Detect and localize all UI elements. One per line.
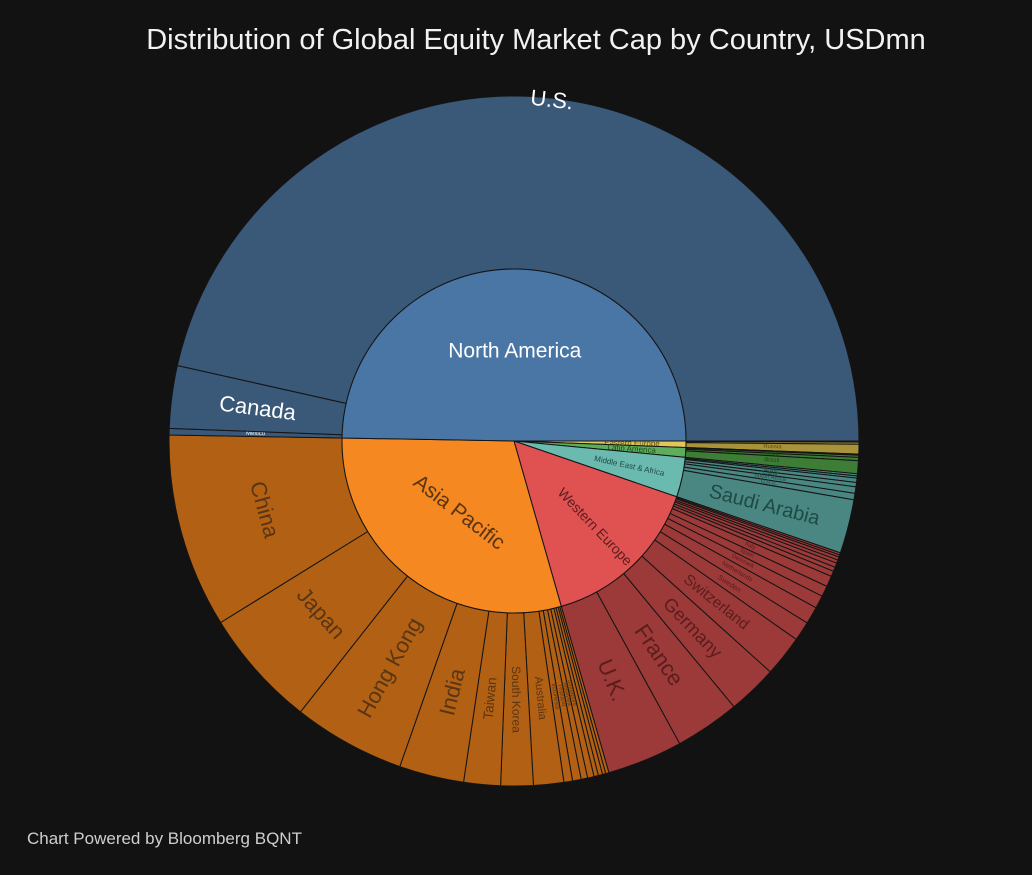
label-qatar: Qatar: [763, 470, 779, 478]
label-south-africa: South Africa: [753, 473, 787, 484]
label-malaysia: Malaysia: [561, 682, 572, 707]
chart-credit: Chart Powered by Bloomberg BQNT: [27, 829, 302, 848]
label-mexico: Mexico: [246, 431, 266, 438]
label-brazil: Brazil: [764, 457, 779, 464]
label-thailand: Thailand: [556, 683, 566, 707]
chart-title: Distribution of Global Equity Market Cap…: [146, 24, 926, 56]
label-region-north-america: North America: [448, 340, 581, 363]
label-u-s: U.S.: [529, 85, 574, 115]
label-israel: Israel: [763, 467, 778, 475]
label-australia: Australia: [532, 676, 548, 721]
region-north-america[interactable]: [341, 268, 687, 442]
label-u-a-e: U.A.E.: [760, 478, 778, 487]
label-region-eastern-europe: Eastern Europe: [604, 438, 660, 448]
region-asia-pacific[interactable]: [341, 437, 562, 614]
label-taiwan: Taiwan: [481, 677, 500, 721]
label-italy: Italy: [744, 541, 757, 551]
region-western-europe[interactable]: [513, 440, 678, 607]
label-russia: Russia: [763, 444, 782, 450]
label-chile: Chile: [765, 451, 780, 458]
label-indonesia: Indonesia: [550, 683, 560, 710]
label-south-korea: South Korea: [509, 666, 524, 733]
